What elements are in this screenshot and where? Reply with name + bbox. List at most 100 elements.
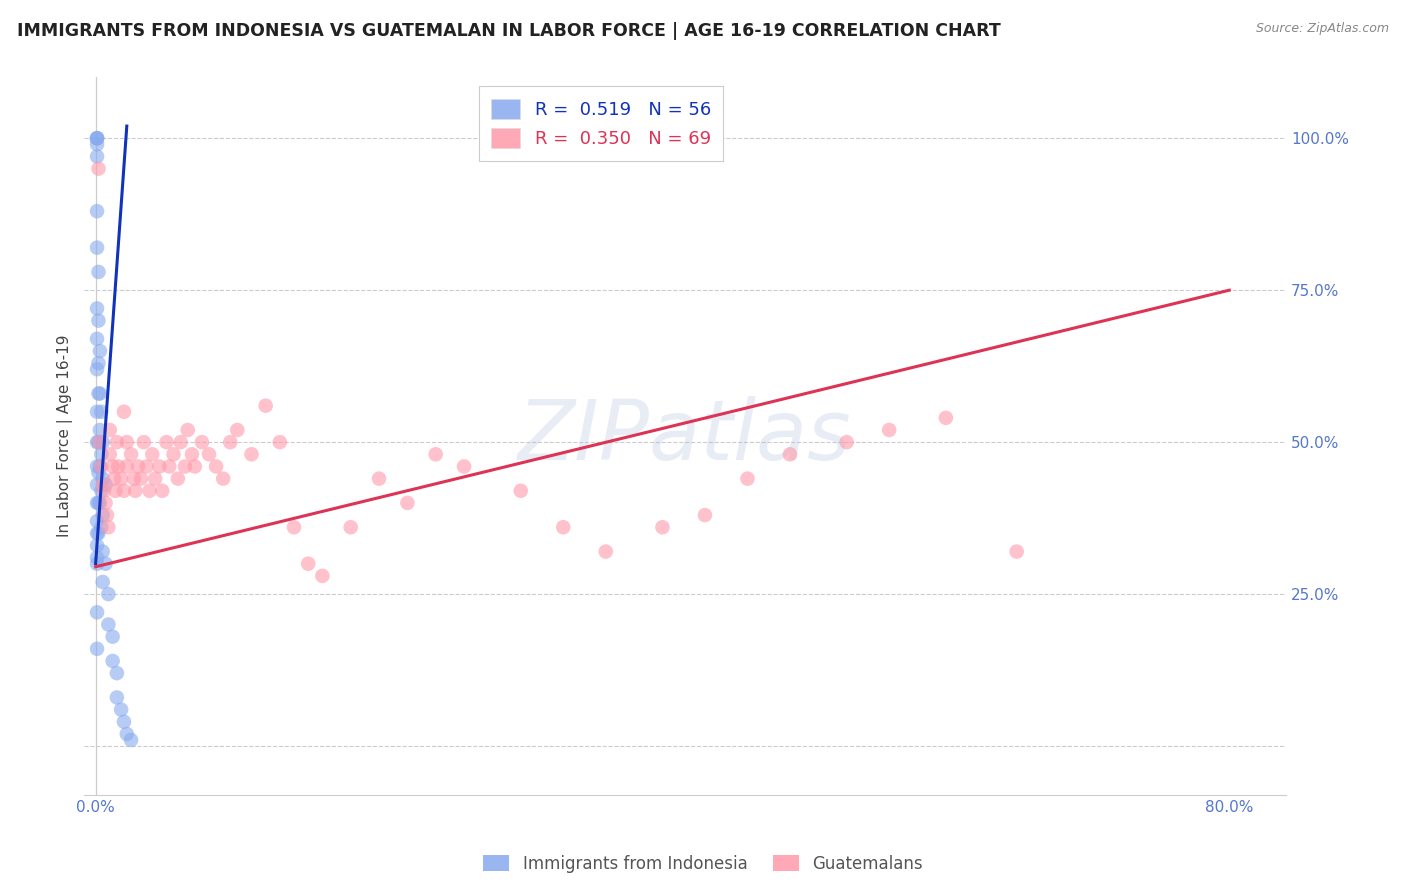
Point xyxy=(91,544,114,558)
Point xyxy=(104,483,127,498)
Point xyxy=(124,483,146,498)
Point xyxy=(120,733,142,747)
Point xyxy=(120,447,142,461)
Point xyxy=(212,472,235,486)
Point xyxy=(91,574,114,589)
Point xyxy=(110,703,132,717)
Text: Source: ZipAtlas.com: Source: ZipAtlas.com xyxy=(1256,22,1389,36)
Point xyxy=(162,447,184,461)
Point xyxy=(94,557,117,571)
Point xyxy=(141,447,163,461)
Point xyxy=(91,508,114,522)
Legend: R =  0.519   N = 56, R =  0.350   N = 69: R = 0.519 N = 56, R = 0.350 N = 69 xyxy=(478,87,724,161)
Point xyxy=(87,435,110,450)
Point xyxy=(138,483,160,498)
Point xyxy=(90,405,112,419)
Point xyxy=(86,557,108,571)
Point xyxy=(89,386,111,401)
Point xyxy=(1005,544,1028,558)
Point xyxy=(107,459,129,474)
Point xyxy=(122,472,145,486)
Text: ZIPatlas: ZIPatlas xyxy=(519,395,852,476)
Point xyxy=(737,472,759,486)
Point xyxy=(89,435,111,450)
Point xyxy=(396,496,419,510)
Point xyxy=(101,630,124,644)
Point xyxy=(86,526,108,541)
Point xyxy=(595,544,617,558)
Point xyxy=(87,313,110,327)
Point xyxy=(87,356,110,370)
Point xyxy=(86,204,108,219)
Point xyxy=(86,332,108,346)
Point xyxy=(169,435,191,450)
Point xyxy=(115,435,138,450)
Point xyxy=(86,149,108,163)
Point xyxy=(101,459,124,474)
Point xyxy=(89,459,111,474)
Point xyxy=(877,423,900,437)
Point xyxy=(86,137,108,152)
Point xyxy=(283,520,305,534)
Point xyxy=(112,483,135,498)
Point xyxy=(90,447,112,461)
Point xyxy=(97,520,120,534)
Point xyxy=(115,459,138,474)
Point xyxy=(86,131,108,145)
Point xyxy=(174,459,197,474)
Point xyxy=(148,459,170,474)
Point xyxy=(87,466,110,480)
Point xyxy=(240,447,263,461)
Point xyxy=(91,472,114,486)
Point xyxy=(835,435,858,450)
Point xyxy=(226,423,249,437)
Point xyxy=(105,690,128,705)
Point xyxy=(98,423,121,437)
Point xyxy=(90,520,112,534)
Point xyxy=(177,423,200,437)
Point xyxy=(112,714,135,729)
Point xyxy=(86,514,108,528)
Point xyxy=(297,557,319,571)
Point xyxy=(105,435,128,450)
Point xyxy=(112,405,135,419)
Point xyxy=(93,483,115,498)
Point xyxy=(86,459,108,474)
Point xyxy=(98,447,121,461)
Point xyxy=(425,447,447,461)
Point xyxy=(254,399,277,413)
Point xyxy=(90,483,112,498)
Point xyxy=(368,472,391,486)
Point xyxy=(509,483,531,498)
Point xyxy=(132,435,155,450)
Point xyxy=(184,459,207,474)
Point xyxy=(103,472,125,486)
Point xyxy=(339,520,361,534)
Point xyxy=(135,459,157,474)
Point xyxy=(90,459,112,474)
Point xyxy=(115,727,138,741)
Point xyxy=(86,241,108,255)
Point xyxy=(181,447,204,461)
Point xyxy=(155,435,177,450)
Point xyxy=(87,161,110,176)
Point xyxy=(166,472,188,486)
Y-axis label: In Labor Force | Age 16-19: In Labor Force | Age 16-19 xyxy=(58,334,73,537)
Point xyxy=(129,472,152,486)
Point xyxy=(198,447,221,461)
Point xyxy=(97,617,120,632)
Point xyxy=(86,131,108,145)
Point xyxy=(101,654,124,668)
Point xyxy=(935,410,957,425)
Point xyxy=(86,641,108,656)
Point xyxy=(553,520,575,534)
Point xyxy=(143,472,166,486)
Point xyxy=(91,435,114,450)
Point xyxy=(87,265,110,279)
Point xyxy=(110,472,132,486)
Text: IMMIGRANTS FROM INDONESIA VS GUATEMALAN IN LABOR FORCE | AGE 16-19 CORRELATION C: IMMIGRANTS FROM INDONESIA VS GUATEMALAN … xyxy=(17,22,1001,40)
Point xyxy=(269,435,291,450)
Point xyxy=(205,459,228,474)
Point xyxy=(86,435,108,450)
Point xyxy=(86,362,108,376)
